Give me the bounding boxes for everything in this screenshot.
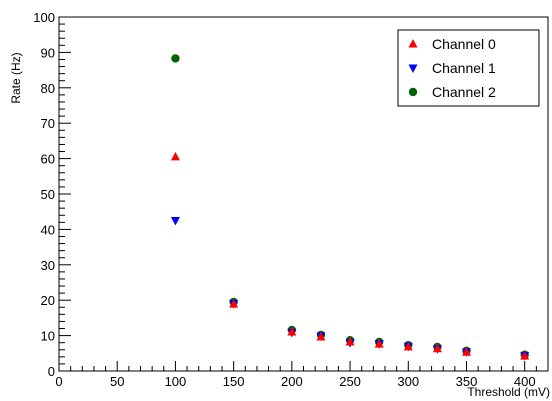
data-point	[403, 341, 413, 351]
x-tick-label: 400	[514, 374, 536, 389]
y-tick-label: 80	[41, 81, 55, 96]
data-point	[345, 336, 355, 346]
y-tick-label: 60	[41, 152, 55, 167]
legend-entries: Channel 0 Channel 1 Channel 2	[408, 36, 496, 100]
data-point	[374, 339, 384, 348]
legend-marker	[408, 64, 418, 73]
y-tick-label: 10	[41, 329, 55, 344]
series-channel-0	[170, 151, 530, 360]
legend-label: Channel 2	[432, 84, 496, 100]
x-tick-label: 100	[165, 374, 187, 389]
y-tick-label: 30	[41, 258, 55, 273]
data-point	[170, 217, 180, 226]
legend-marker	[408, 87, 418, 97]
y-tick-label: 20	[41, 293, 55, 308]
legend-label: Channel 0	[432, 36, 496, 52]
x-tick-label: 300	[397, 374, 419, 389]
y-tick-label: 50	[41, 187, 55, 202]
x-tick-label: 150	[223, 374, 245, 389]
data-point	[287, 327, 297, 336]
x-tick-label: 250	[339, 374, 361, 389]
data-point	[171, 54, 180, 63]
x-tick-label: 350	[456, 374, 478, 389]
y-tick-label: 100	[33, 10, 55, 25]
data-point	[229, 299, 239, 308]
y-axis-title: Rate (Hz)	[9, 52, 23, 103]
data-points	[170, 54, 530, 361]
x-tick-label: 0	[55, 374, 62, 389]
data-point	[170, 151, 180, 161]
legend-label: Channel 1	[432, 60, 496, 76]
y-tick-label: 70	[41, 116, 55, 131]
data-point	[316, 332, 326, 341]
y-tick-label: 90	[41, 45, 55, 60]
data-point	[432, 343, 442, 353]
x-tick-label: 50	[110, 374, 124, 389]
x-axis-title: Threshold (mV)	[467, 385, 550, 399]
y-tick-label: 40	[41, 222, 55, 237]
x-tick-label: 200	[281, 374, 303, 389]
data-point	[462, 347, 471, 356]
legend-box	[397, 29, 540, 107]
legend: Channel 0 Channel 1 Channel 2	[397, 29, 540, 107]
axes: 0 50 100 150 200 250 300 350 400 0 10 20 30 40 50 60 70 8…	[33, 10, 549, 389]
data-point	[520, 351, 530, 360]
y-tick-label: 0	[48, 364, 55, 379]
legend-marker	[408, 39, 418, 48]
